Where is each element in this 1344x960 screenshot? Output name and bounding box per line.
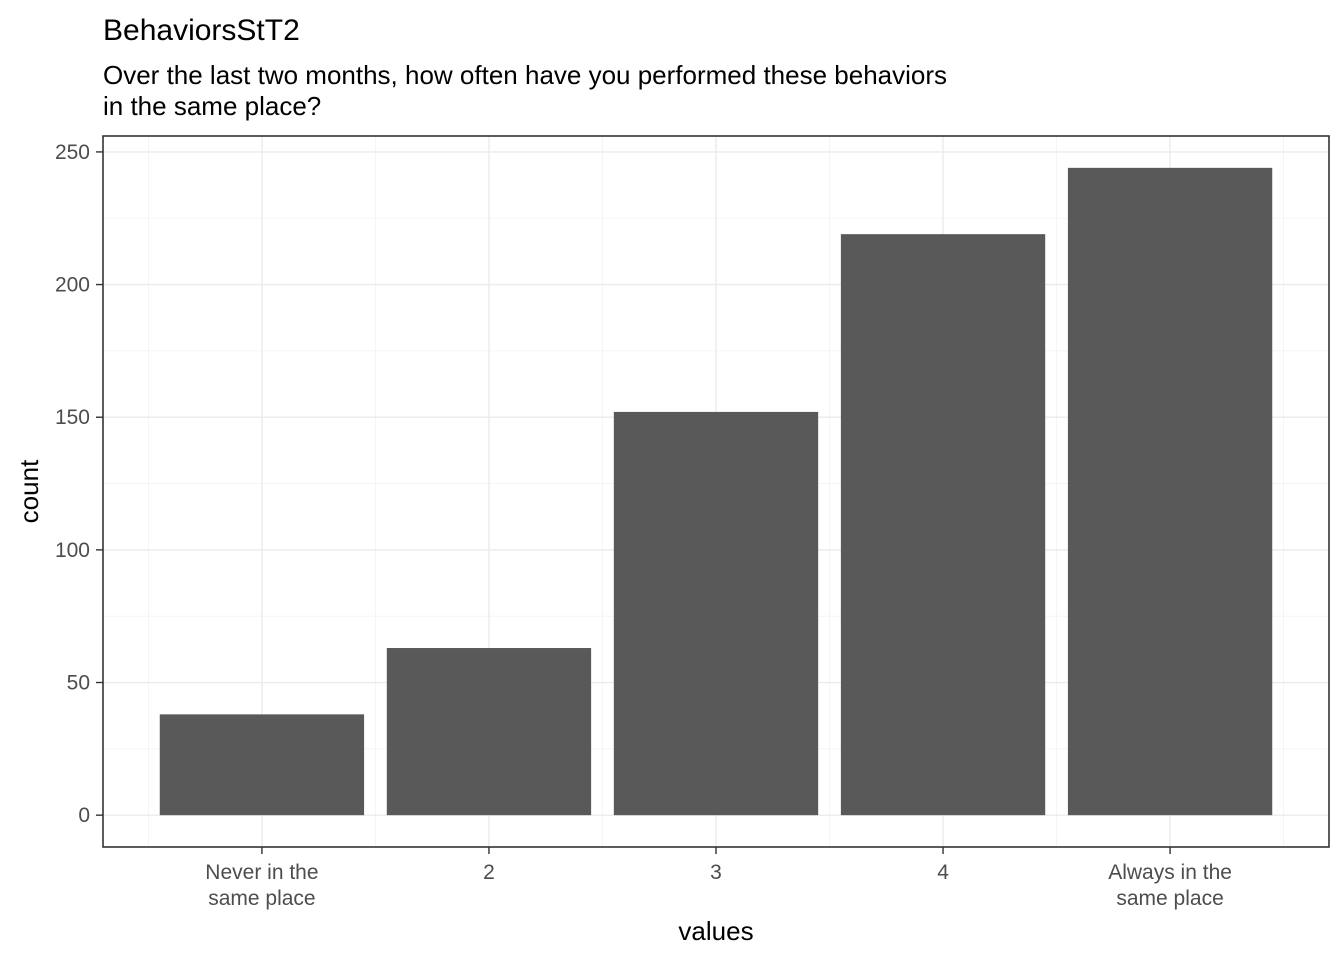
x-axis: Never in the same place 2 3 4 Always in the sa… [205,847,1232,910]
x-tick-label-line: 2 [483,861,495,884]
x-tick-label: 4 [937,861,949,884]
x-tick-label: Never in the same place [205,861,318,910]
x-tick-label: Always in the same place [1108,861,1232,910]
bar [159,714,365,816]
bar [386,648,592,816]
x-tick-label: 3 [710,861,722,884]
x-tick-label-line: 3 [710,861,722,884]
chart-subtitle-line: Over the last two months, how often have… [103,60,947,90]
x-tick-label-line: Never in the [205,861,318,884]
chart-subtitle: Over the last two months, how often have… [103,60,947,121]
x-tick-label-line: same place [208,887,315,910]
y-tick-label: 0 [78,804,90,827]
chart-title: BehaviorsStT2 [103,14,300,47]
x-tick-label-line: 4 [937,861,949,884]
y-axis: 0 50 100 150 200 250 [55,141,103,827]
y-tick-label: 100 [55,539,90,562]
bar [1067,167,1273,816]
y-tick-label: 250 [55,141,90,164]
x-tick-label-line: same place [1116,887,1223,910]
x-tick-label-line: Always in the [1108,861,1232,884]
y-tick-label: 200 [55,274,90,297]
bar [840,234,1046,816]
bar [613,411,819,816]
chart-subtitle-line: in the same place? [103,91,321,121]
x-axis-title: values [678,916,753,946]
bars [159,167,1273,816]
y-axis-title: count [14,459,44,523]
y-tick-label: 50 [67,672,90,695]
x-tick-label: 2 [483,861,495,884]
y-tick-label: 150 [55,406,90,429]
